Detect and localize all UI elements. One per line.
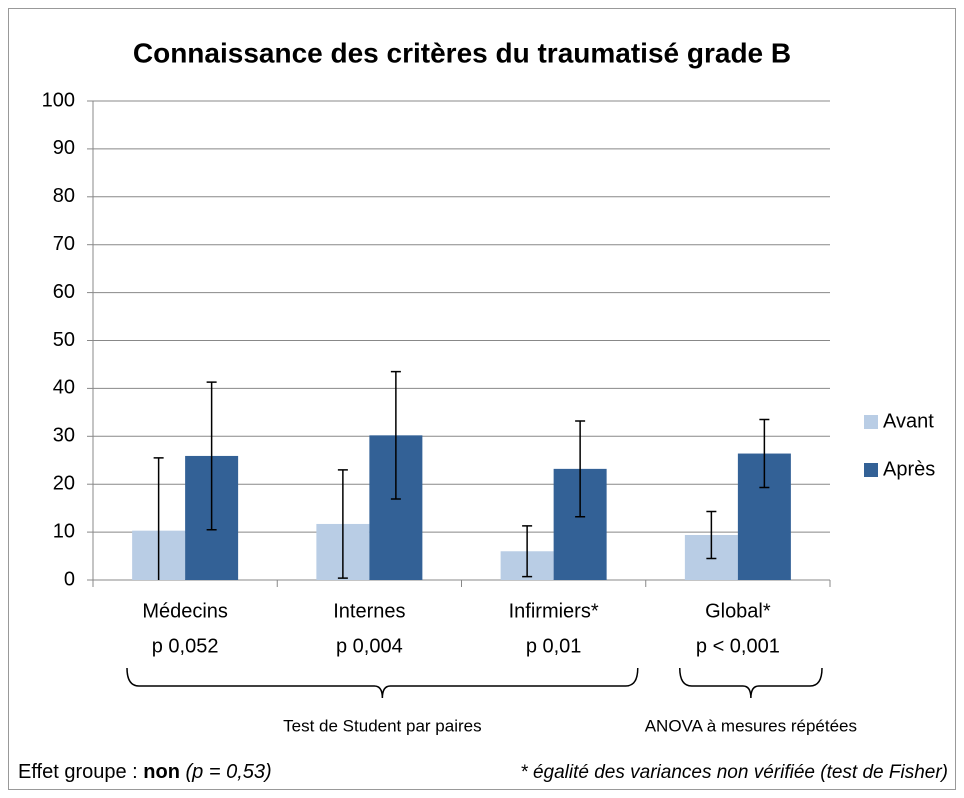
x-tick-label: Médecins [142,600,228,622]
x-tick-note: p 0,01 [526,635,582,657]
chart-border [8,8,956,790]
x-tick-label: Infirmiers* [509,600,599,622]
y-tick-label: 50 [53,329,75,351]
y-tick-label: 90 [53,137,75,159]
x-tick-label: Internes [333,600,405,622]
brace [126,667,639,699]
note: * égalité des variances non vérifiée (te… [520,762,948,783]
y-tick-label: 70 [53,233,75,255]
chart-title: Connaissance des critères du traumatisé … [133,37,791,68]
error-bar [390,370,401,500]
footer-p: (p = 0,53) [186,761,272,783]
footer-label: Effet groupe : [18,761,138,783]
x-tick-note: p < 0,001 [696,635,780,657]
group-label: ANOVA à mesures répétées [645,716,857,735]
y-tick-label: 0 [64,568,75,590]
legend-label: Après [883,458,935,480]
error-bar [522,525,533,578]
y-tick-label: 80 [53,185,75,207]
legend-swatch [864,463,878,477]
footer-answer: non [143,761,180,783]
legend-label: Avant [883,410,934,432]
x-tick-label: Global* [705,600,771,622]
error-bar [575,420,586,518]
error-bar [206,381,217,531]
x-tick-note: p 0,052 [152,635,219,657]
footer: Effet groupe : non (p = 0,53) [18,761,272,783]
x-tick-note: p 0,004 [336,635,403,657]
y-tick-label: 100 [42,89,75,111]
y-tick-label: 20 [53,472,75,494]
y-tick-label: 30 [53,425,75,447]
brace [679,667,823,699]
error-bar [337,469,348,579]
y-tick-label: 40 [53,377,75,399]
y-tick-label: 10 [53,520,75,542]
error-bar [706,510,717,560]
error-bar [759,418,770,489]
group-label: Test de Student par paires [283,716,481,735]
error-bar [153,457,164,580]
y-tick-label: 60 [53,281,75,303]
legend-swatch [864,415,878,429]
